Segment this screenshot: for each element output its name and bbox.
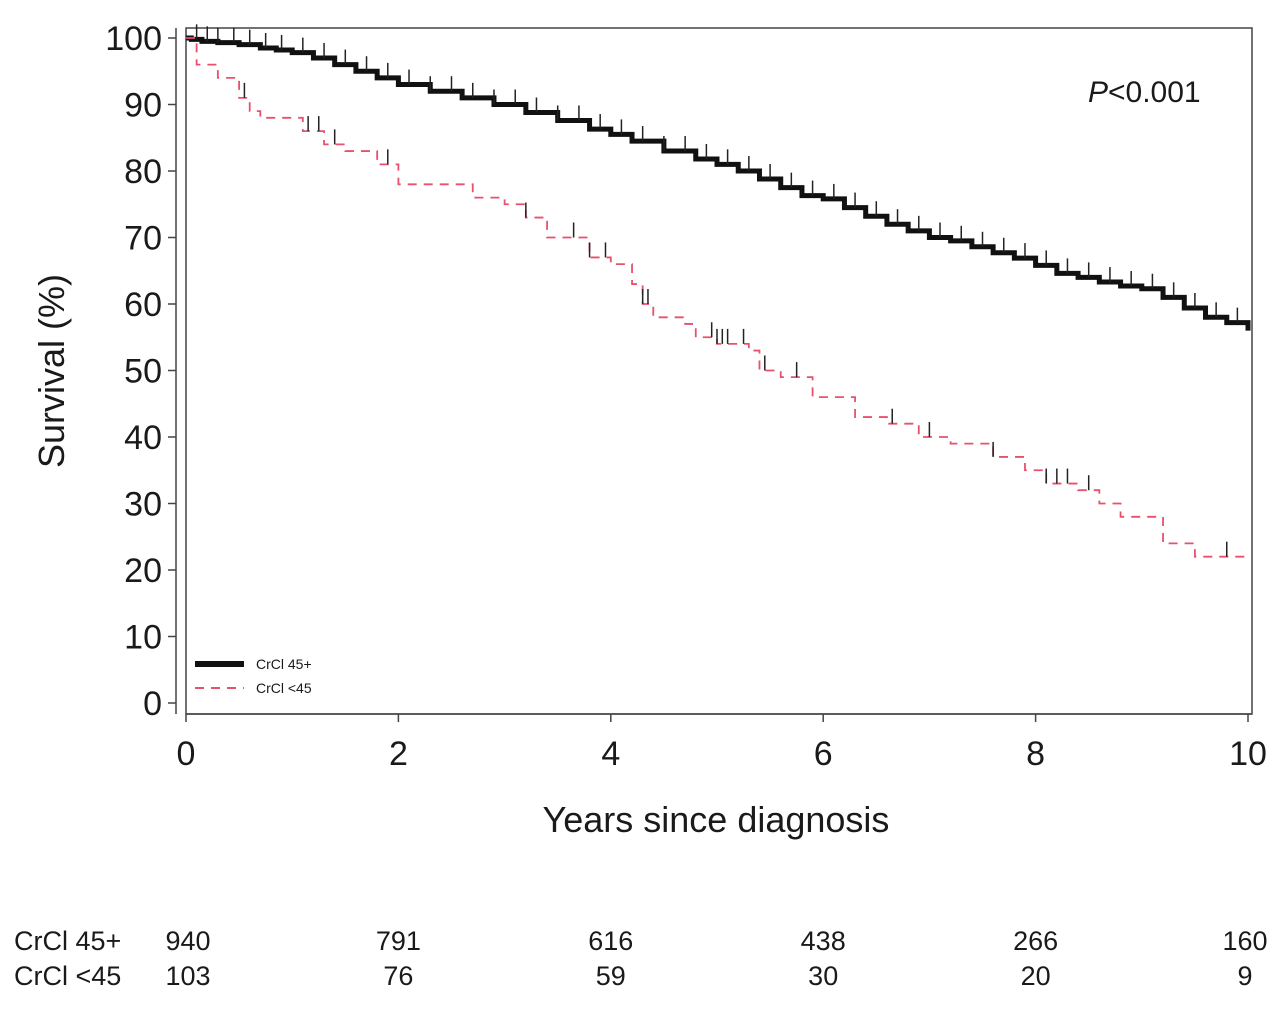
risk-row-label-crcl45plus: CrCl 45+ (14, 926, 121, 956)
legend-label-crcl45plus: CrCl 45+ (256, 656, 312, 672)
y-tick-label: 90 (124, 87, 162, 125)
x-axis-ticks: 0 2 4 6 8 10 (177, 714, 1267, 773)
y-tick-label: 40 (124, 419, 162, 457)
y-axis-label: Survival (%) (31, 274, 72, 468)
risk-row-crcl45plus: 940 791 616 438 266 160 (165, 926, 1267, 956)
risk-count: 20 (1021, 961, 1051, 991)
risk-count: 9 (1237, 961, 1252, 991)
x-tick-label: 0 (177, 735, 196, 773)
p-value-annotation: P<0.001 (1088, 76, 1201, 109)
x-tick-label: 2 (389, 735, 408, 773)
y-tick-label: 60 (124, 286, 162, 324)
risk-table: CrCl 45+ CrCl <45 940 791 616 438 266 160 103… (14, 926, 1268, 991)
p-value: <0.001 (1108, 76, 1201, 109)
y-tick-label: 50 (124, 353, 162, 391)
risk-count: 76 (383, 961, 413, 991)
risk-count: 438 (801, 926, 846, 956)
y-tick-label: 70 (124, 220, 162, 258)
p-symbol: P (1088, 76, 1108, 109)
x-axis-label: Years since diagnosis (543, 799, 890, 840)
survival-curve-crcl45plus (186, 35, 1251, 331)
y-tick-label: 80 (124, 153, 162, 191)
risk-count: 103 (165, 961, 210, 991)
x-tick-label: 6 (814, 735, 833, 773)
x-tick-label: 8 (1026, 735, 1045, 773)
risk-count: 791 (376, 926, 421, 956)
x-tick-label: 4 (601, 735, 620, 773)
y-axis-ticks: 0 10 20 30 40 50 60 70 80 90 100 (105, 20, 176, 723)
y-tick-label: 30 (124, 486, 162, 524)
x-tick-label: 10 (1229, 735, 1267, 773)
survival-curve-crcl-under45 (186, 37, 1248, 558)
plot-frame (185, 27, 1253, 715)
risk-count: 160 (1222, 926, 1267, 956)
y-tick-label: 100 (105, 20, 162, 58)
risk-count: 266 (1013, 926, 1058, 956)
risk-row-label-crcl-under45: CrCl <45 (14, 961, 121, 991)
risk-row-crcl-under45: 103 76 59 30 20 9 (165, 961, 1252, 991)
risk-count: 30 (808, 961, 838, 991)
risk-count: 59 (596, 961, 626, 991)
series-layer (186, 24, 1251, 558)
risk-count: 940 (165, 926, 210, 956)
risk-count: 616 (588, 926, 633, 956)
legend: CrCl 45+ CrCl <45 (195, 656, 312, 696)
legend-label-crcl-under45: CrCl <45 (256, 680, 312, 696)
y-tick-label: 10 (124, 619, 162, 657)
y-tick-label: 20 (124, 552, 162, 590)
y-tick-label: 0 (143, 685, 162, 723)
